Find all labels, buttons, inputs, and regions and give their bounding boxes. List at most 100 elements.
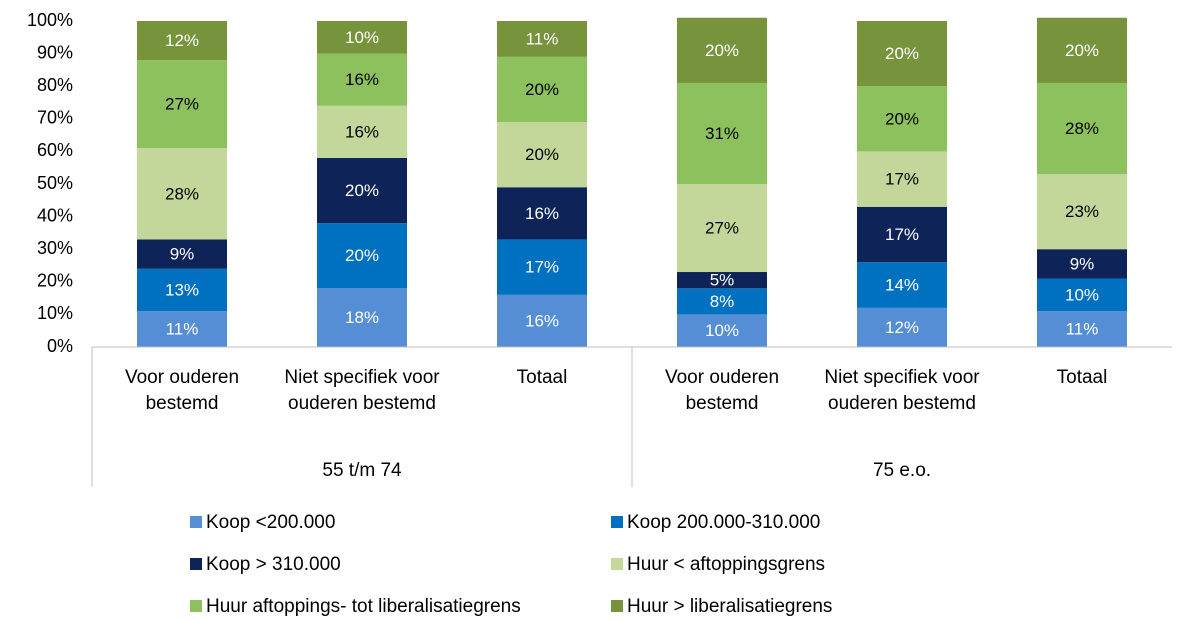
bar-segment: [677, 272, 767, 289]
bar-segment: [317, 223, 407, 289]
bar-segment: [1037, 249, 1127, 279]
bar-segment: [137, 60, 227, 149]
y-tick-label: 80%: [37, 75, 73, 95]
value-label: 10%: [1065, 285, 1099, 304]
y-tick-label: 10%: [37, 303, 73, 323]
value-label: 17%: [525, 258, 559, 277]
x-tick-label: Voor ouderen bestemd: [124, 367, 240, 414]
value-label: 20%: [1065, 41, 1099, 60]
bar-segment: [677, 82, 767, 184]
y-tick-label: 20%: [37, 271, 73, 291]
x-tick-label: Niet specifiek voor ouderen bestemd: [284, 367, 440, 414]
x-tick-label: Voor ouderen bestemd: [664, 367, 780, 414]
bar-segment: [1037, 82, 1127, 175]
bar-segment: [137, 268, 227, 312]
value-label: 20%: [885, 109, 919, 128]
bar-segment: [857, 206, 947, 263]
value-label: 12%: [885, 318, 919, 337]
bar-segment: [317, 21, 407, 54]
bar-segment: [497, 239, 587, 295]
bar-segment: [317, 105, 407, 158]
legend-swatch: [611, 558, 623, 570]
bar-segment: [1037, 174, 1127, 250]
value-label: 20%: [525, 80, 559, 99]
value-label: 10%: [345, 28, 379, 47]
group-label: 75 e.o.: [873, 460, 931, 481]
value-label: 10%: [705, 321, 739, 340]
value-label: 16%: [525, 311, 559, 330]
value-label: 17%: [885, 170, 919, 189]
y-tick-label: 30%: [37, 238, 73, 258]
value-label: 17%: [885, 225, 919, 244]
bar-segment: [497, 122, 587, 188]
value-label: 31%: [705, 124, 739, 143]
y-tick-label: 90%: [37, 42, 73, 62]
value-label: 28%: [165, 184, 199, 203]
value-label: 11%: [526, 29, 559, 48]
value-label: 14%: [885, 276, 919, 295]
y-tick-label: 50%: [37, 173, 73, 193]
value-label: 5%: [710, 271, 735, 290]
value-label: 18%: [345, 308, 379, 327]
bar-segment: [677, 184, 767, 273]
legend-label: Koop 200.000-310.000: [627, 512, 820, 533]
group-label: 55 t/m 74: [322, 460, 402, 481]
bar-segment: [497, 21, 587, 57]
bar-segment: [857, 307, 947, 347]
y-tick-label: 70%: [37, 108, 73, 128]
legend-swatch: [611, 516, 623, 528]
value-label: 13%: [165, 280, 199, 299]
bar-segment: [137, 239, 227, 269]
bar-segment: [497, 56, 587, 123]
bar-segment: [317, 288, 407, 347]
value-label: 20%: [525, 145, 559, 164]
y-tick-label: 40%: [37, 205, 73, 225]
y-tick-label: 60%: [37, 140, 73, 160]
bar-segment: [857, 21, 947, 87]
value-label: 20%: [345, 181, 379, 200]
value-label: 11%: [1066, 320, 1099, 339]
value-label: 27%: [165, 95, 199, 114]
legend-swatch: [190, 600, 202, 612]
bar-segment: [1037, 17, 1127, 83]
bar-segment: [677, 17, 767, 83]
value-label: 23%: [1065, 202, 1099, 221]
value-label: 9%: [1070, 254, 1095, 273]
value-label: 20%: [705, 41, 739, 60]
bar-segment: [677, 314, 767, 347]
bar-segment: [137, 21, 227, 61]
bar-segment: [317, 53, 407, 106]
bar-segment: [857, 86, 947, 152]
bar-segment: [857, 151, 947, 207]
bar-segment: [857, 262, 947, 308]
legend-label: Koop > 310.000: [206, 554, 341, 575]
x-tick-label: Niet specifiek voor ouderen bestemd: [824, 367, 980, 414]
y-tick-label: 100%: [27, 10, 73, 30]
legend-label: Huur < aftoppingsgrens: [627, 554, 825, 575]
legend-label: Huur > liberalisatiegrens: [627, 596, 832, 617]
bar-segment: [137, 148, 227, 240]
bar-segment: [677, 288, 767, 315]
legend-label: Koop <200.000: [206, 512, 335, 533]
value-label: 16%: [345, 122, 379, 141]
value-label: 11%: [166, 320, 199, 339]
value-label: 9%: [170, 245, 195, 264]
value-label: 12%: [165, 31, 199, 50]
value-label: 28%: [1065, 119, 1099, 138]
value-label: 8%: [710, 292, 735, 311]
legend-swatch: [190, 558, 202, 570]
bar-segment: [1037, 278, 1127, 312]
bar-segment: [317, 157, 407, 224]
value-label: 16%: [345, 70, 379, 89]
x-tick-label: Totaal: [1056, 367, 1108, 388]
bar-segment: [137, 311, 227, 347]
legend-swatch: [611, 600, 623, 612]
legend-label: Huur aftoppings- tot liberalisatiegrens: [206, 596, 521, 617]
bar-segment: [497, 294, 587, 347]
value-label: 20%: [345, 246, 379, 265]
value-label: 27%: [705, 218, 739, 237]
bar-segment: [497, 187, 587, 240]
value-label: 20%: [885, 44, 919, 63]
